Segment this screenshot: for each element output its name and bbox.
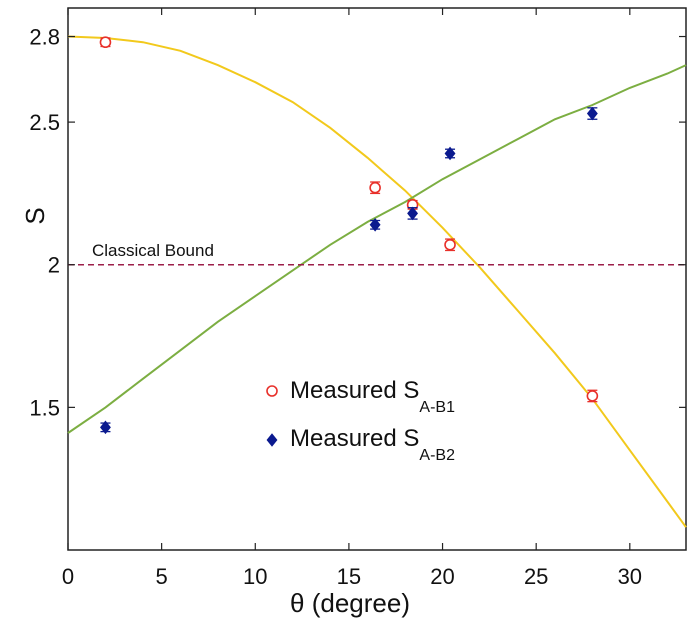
classical-bound-label: Classical Bound xyxy=(92,241,214,260)
legend-label-ab2-main: Measured S xyxy=(290,425,419,452)
theory-curves xyxy=(67,35,687,528)
legend-diamond xyxy=(266,433,278,447)
marker xyxy=(444,146,456,161)
legend-label-ab1-sub: A-B1 xyxy=(419,399,455,416)
marker xyxy=(444,238,456,251)
y-tick-label-1.5: 1.5 xyxy=(29,395,60,420)
x-tick-label-5: 5 xyxy=(156,564,168,589)
x-tick-label-25: 25 xyxy=(524,564,548,589)
y-tick-label-2: 2 xyxy=(48,253,60,278)
marker xyxy=(100,420,111,435)
curve-theory-ab2 xyxy=(67,64,687,434)
x-axis-label: θ (degree) xyxy=(290,588,410,618)
legend-label-ab1: Measured SA-B1 xyxy=(290,377,455,416)
x-tick-label-10: 10 xyxy=(243,564,267,589)
point-s1-2 xyxy=(369,181,381,195)
point-s2-3 xyxy=(407,206,419,221)
plot-area xyxy=(67,7,687,551)
legend-label-ab2: Measured SA-B2 xyxy=(290,425,455,464)
data-markers xyxy=(99,36,599,435)
marker xyxy=(586,106,598,121)
curve-theory-ab1 xyxy=(67,35,687,528)
marker xyxy=(586,390,599,402)
point-s2-2 xyxy=(369,217,381,232)
y-axis-label: S xyxy=(20,207,50,224)
marker xyxy=(369,181,381,194)
legend-circle xyxy=(266,385,278,397)
legend-label-ab1-main: Measured S xyxy=(290,377,419,404)
point-s2-4 xyxy=(444,146,456,161)
marker xyxy=(99,36,112,49)
axis-ticks: 0 5 10 15 20 25 30 1.5 2 2.5 2.8 xyxy=(29,8,686,589)
legend-marker-ab1 xyxy=(266,385,278,397)
legend: Measured SA-B1 Measured SA-B2 xyxy=(266,377,455,464)
x-tick-label-30: 30 xyxy=(618,564,642,589)
legend-marker-ab2 xyxy=(266,433,278,447)
x-tick-label-15: 15 xyxy=(337,564,361,589)
marker xyxy=(369,217,381,232)
x-tick-label-0: 0 xyxy=(62,564,74,589)
legend-label-ab2-sub: A-B2 xyxy=(419,447,455,464)
point-s1-4 xyxy=(444,238,456,252)
point-s1-5 xyxy=(586,389,599,403)
marker xyxy=(407,206,419,221)
point-s1-1 xyxy=(99,36,112,49)
point-s2-1 xyxy=(100,420,111,435)
y-tick-label-2.8: 2.8 xyxy=(29,25,60,50)
point-s2-5 xyxy=(586,106,598,121)
x-tick-label-20: 20 xyxy=(430,564,454,589)
y-tick-label-2.5: 2.5 xyxy=(29,110,60,135)
